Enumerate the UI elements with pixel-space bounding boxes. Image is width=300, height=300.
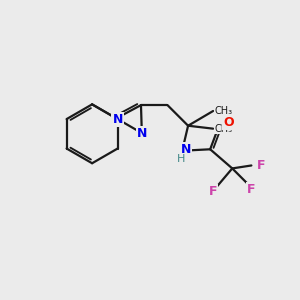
Text: F: F: [257, 159, 266, 172]
Text: H: H: [176, 154, 185, 164]
Text: F: F: [247, 182, 256, 196]
Text: CH₃: CH₃: [214, 124, 233, 134]
Text: CH₃: CH₃: [214, 106, 233, 116]
Text: N: N: [136, 127, 147, 140]
Text: N: N: [112, 112, 123, 126]
Text: N: N: [181, 143, 191, 156]
Text: F: F: [209, 185, 218, 199]
Text: O: O: [224, 116, 234, 129]
